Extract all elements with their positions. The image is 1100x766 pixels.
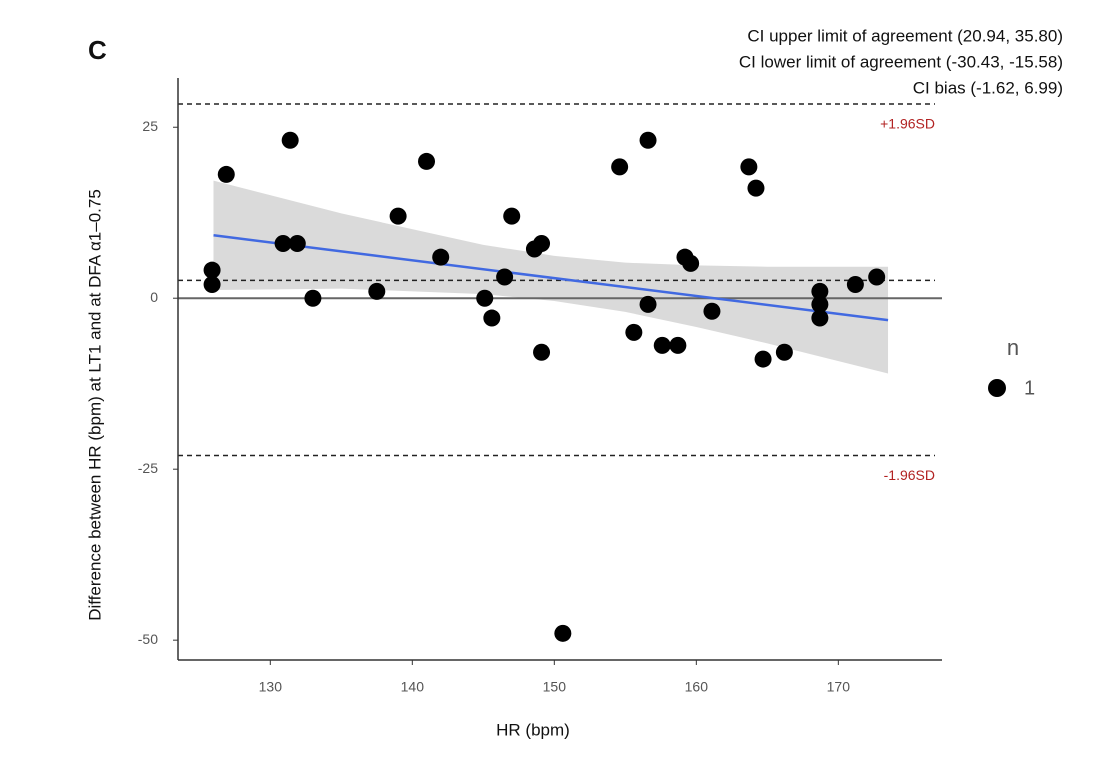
x-tick-label: 150 [543, 679, 567, 695]
data-point [846, 276, 864, 294]
y-tick-label: 0 [150, 289, 158, 305]
data-point [483, 309, 501, 327]
y-tick-label: -25 [138, 460, 158, 476]
data-point [639, 295, 657, 313]
data-point [288, 235, 306, 253]
y-tick-label: -50 [138, 631, 158, 647]
data-point [389, 207, 407, 225]
y-axis-label: Difference between HR (bpm) at LT1 and a… [85, 189, 104, 621]
annotation: CI bias (-1.62, 6.99) [913, 78, 1063, 97]
data-point [639, 131, 657, 149]
reference-label: +1.96SD [880, 116, 935, 132]
data-point [496, 268, 514, 286]
x-tick-label: 140 [401, 679, 425, 695]
x-tick-label: 130 [259, 679, 283, 695]
annotation: CI lower limit of agreement (-30.43, -15… [739, 52, 1063, 71]
data-point [811, 309, 829, 327]
data-point [754, 350, 772, 368]
data-point [533, 235, 551, 253]
data-point [274, 235, 292, 253]
data-point [625, 323, 643, 341]
data-point [775, 343, 793, 361]
data-point [503, 207, 521, 225]
fit-line [213, 234, 889, 322]
data-point [682, 254, 700, 272]
panel-label: C [88, 35, 107, 65]
data-point [304, 289, 322, 307]
x-axis-label: HR (bpm) [496, 720, 570, 739]
data-point [368, 282, 386, 300]
data-point [747, 179, 765, 197]
data-point [868, 268, 886, 286]
annotation: CI upper limit of agreement (20.94, 35.8… [747, 26, 1063, 45]
data-point [611, 158, 629, 176]
data-point [203, 261, 221, 279]
data-point [669, 336, 687, 354]
reference-label: -1.96SD [884, 467, 935, 483]
y-tick-label: 25 [142, 118, 158, 134]
data-point [203, 276, 221, 294]
data-point [418, 152, 436, 170]
legend-marker [988, 379, 1006, 397]
data-point [811, 295, 829, 313]
data-point [432, 248, 450, 266]
x-tick-label: 170 [827, 679, 851, 695]
legend-title: n [1007, 335, 1019, 360]
data-point [533, 343, 551, 361]
data-point [554, 624, 572, 642]
data-point [653, 336, 671, 354]
data-point [476, 289, 494, 307]
data-point [217, 165, 235, 183]
x-tick-label: 160 [685, 679, 709, 695]
legend-label: 1 [1024, 377, 1035, 399]
data-point [740, 158, 758, 176]
data-point [811, 282, 829, 300]
data-point [281, 131, 299, 149]
data-point [703, 302, 721, 320]
